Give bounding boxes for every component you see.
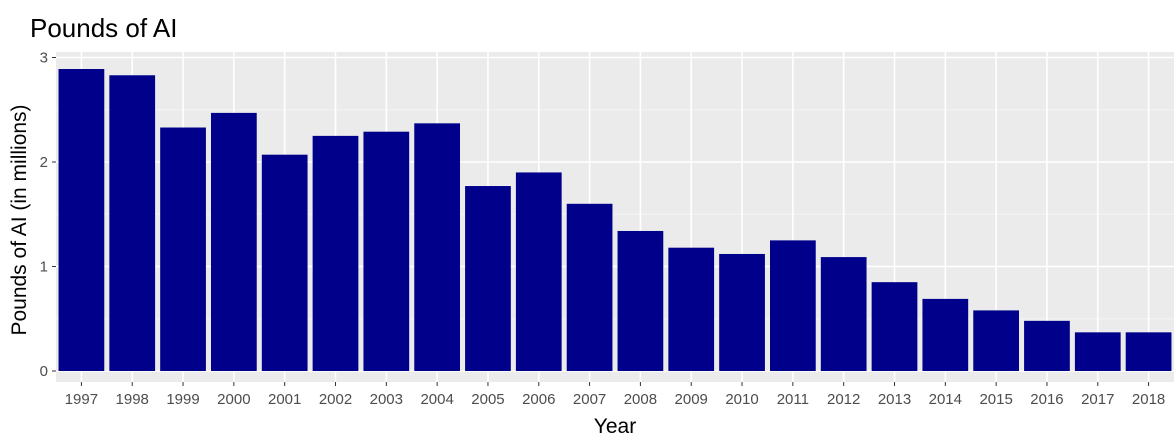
x-axis-label: Year [594, 415, 636, 438]
y-tick-label: 3 [40, 50, 48, 67]
y-axis: 0 1 2 3 [40, 50, 56, 380]
bar-2009 [668, 247, 715, 371]
bar-2012 [820, 257, 867, 371]
bar-1998 [109, 75, 156, 371]
x-tick-label-2013: 2013 [878, 391, 911, 408]
x-tick-label-2018: 2018 [1132, 391, 1165, 408]
bar-2008 [617, 230, 664, 371]
x-tick-label-2004: 2004 [420, 391, 453, 408]
bar-2018 [1125, 332, 1172, 371]
x-tick-label-2009: 2009 [675, 391, 708, 408]
x-tick-label-1998: 1998 [116, 391, 149, 408]
bars [58, 68, 1172, 372]
y-axis-label: Pounds of AI (in millions) [8, 104, 31, 335]
bar-2004 [414, 123, 461, 372]
bar-2000 [210, 112, 257, 371]
x-tick-label-2015: 2015 [979, 391, 1012, 408]
bar-2002 [312, 135, 359, 371]
bar-2015 [973, 310, 1020, 371]
bar-2005 [465, 186, 511, 371]
x-tick-label-2016: 2016 [1030, 391, 1063, 408]
bar-2016 [1024, 320, 1070, 371]
x-tick-label-2011: 2011 [777, 391, 809, 408]
y-tick-label: 0 [40, 363, 48, 380]
x-tick-label-2001: 2001 [268, 391, 301, 408]
x-tick-label-2012: 2012 [827, 391, 860, 408]
y-tick-label: 2 [40, 154, 48, 171]
bar-2011 [769, 240, 816, 371]
y-tick-label: 1 [40, 259, 48, 276]
bar-2014 [922, 298, 969, 371]
bar-2003 [363, 131, 410, 371]
x-tick-label-2006: 2006 [522, 391, 555, 408]
x-tick-label-2003: 2003 [370, 391, 403, 408]
bar-1997 [58, 68, 105, 372]
chart-title: Pounds of AI [30, 13, 177, 43]
bar-1999 [160, 127, 206, 371]
x-tick-label-2017: 2017 [1081, 391, 1114, 408]
x-tick-label-2007: 2007 [573, 391, 606, 408]
x-tick-label-1997: 1997 [65, 391, 98, 408]
x-tick-label-2014: 2014 [929, 391, 962, 408]
x-tick-label-2002: 2002 [319, 391, 352, 408]
bar-2007 [566, 203, 613, 371]
bar-2010 [719, 253, 765, 371]
bar-2013 [871, 282, 918, 371]
bar-2006 [515, 172, 562, 371]
x-tick-label-1999: 1999 [166, 391, 199, 408]
bar-2017 [1074, 332, 1121, 371]
x-tick-label-2010: 2010 [725, 391, 758, 408]
x-tick-label-2008: 2008 [624, 391, 657, 408]
x-tick-label-2005: 2005 [471, 391, 504, 408]
x-axis: 1997 1998 1999 2000 2001 2002 2003 2004 2005 2006… [65, 382, 1165, 408]
x-tick-label-2000: 2000 [217, 391, 250, 408]
bar-2001 [261, 154, 308, 371]
